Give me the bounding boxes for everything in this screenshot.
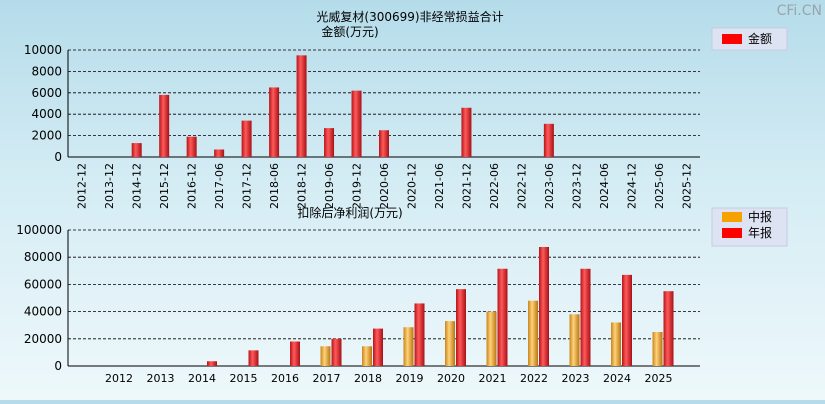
- chart1-bar: [296, 55, 307, 157]
- chart2-bar-interim: [611, 322, 621, 366]
- chart2-bar-annual: [331, 338, 342, 366]
- chart1-x-tick-label: 2022-06: [488, 163, 501, 209]
- chart1-y-tick-label: 10000: [24, 43, 62, 57]
- chart2-x-tick-label: 2013: [147, 372, 175, 385]
- chart2-y-tick-label: 80000: [24, 250, 62, 264]
- chart1-x-tick-label: 2023-06: [543, 163, 556, 209]
- chart1-bar: [131, 143, 142, 157]
- chart2-bar-interim: [403, 327, 414, 366]
- chart2-legend-label-interim: 中报: [748, 209, 772, 224]
- chart1-y-tick-label: 8000: [31, 64, 62, 78]
- chart2-bar-annual: [290, 341, 300, 366]
- chart2-x-tick-label: 2016: [271, 372, 299, 385]
- chart1-bar: [269, 87, 280, 157]
- chart1-plot: 0 2000 4000 6000 8000 10000 2012-12 2013-12 2014…: [24, 43, 700, 209]
- chart1-bar: [379, 130, 389, 157]
- chart1-x-tick-label: 2025-12: [680, 163, 693, 209]
- chart2-bar-annual: [373, 328, 383, 366]
- chart1-bar: [351, 90, 362, 157]
- chart1-x-tick-label: 2020-12: [405, 163, 418, 209]
- chart2-y-tick-label: 40000: [24, 305, 62, 319]
- chart1-x-tick-label: 2013-12: [103, 163, 116, 209]
- chart1-bar: [241, 120, 252, 157]
- chart2-x-tick-label: 2021: [479, 372, 507, 385]
- chart2-x-tick-label: 2024: [603, 372, 631, 385]
- chart1-x-tick-label: 2017-06: [213, 163, 226, 209]
- chart2-bar-annual: [580, 268, 591, 366]
- chart2-x-tick-label: 2014: [188, 372, 216, 385]
- chart2-x-tick-label: 2025: [645, 372, 673, 385]
- chart1-y-tick-label: 6000: [31, 86, 62, 100]
- chart2-x-tick-label: 2012: [105, 372, 133, 385]
- chart2-bar-interim: [652, 332, 663, 366]
- chart2-y-tick-label: 20000: [24, 332, 62, 346]
- chart2-bar-annual: [497, 268, 508, 366]
- chart2-bar-interim: [445, 321, 455, 366]
- chart1-x-tick-label: 2016-12: [186, 163, 199, 209]
- chart2-bar-annual: [456, 289, 466, 366]
- chart2-x-tick-label: 2022: [520, 372, 548, 385]
- chart1-y-tick-label: 4000: [31, 107, 62, 121]
- chart2-y-tick-label: 60000: [24, 277, 62, 291]
- chart2-x-tick-label: 2017: [313, 372, 341, 385]
- chart1-x-tick-label: 2021-12: [460, 163, 473, 209]
- chart2-bar-interim: [528, 300, 538, 366]
- chart1-bar: [186, 136, 197, 157]
- chart1-y-tick-label: 0: [54, 150, 62, 164]
- chart1-x-tick-label: 2018-06: [268, 163, 281, 209]
- chart2-y-tick-label: 100000: [16, 223, 62, 237]
- chart1-bar: [543, 123, 554, 157]
- chart1-x-tick-label: 2019-06: [323, 163, 336, 209]
- chart1-bar: [461, 107, 472, 157]
- chart1-title: 光威复材(300699)非经常损益合计: [316, 9, 503, 24]
- chart1-x-tick-label: 2014-12: [131, 163, 144, 209]
- chart1-x-tick-label: 2025-06: [653, 163, 666, 209]
- chart2-bar-interim: [486, 311, 497, 366]
- chart1-bar: [214, 149, 225, 157]
- chart1-x-tick-label: 2022-12: [515, 163, 528, 209]
- chart1-legend-swatch-amount: [722, 34, 742, 44]
- chart1-x-tick-label: 2018-12: [296, 163, 309, 209]
- chart1-x-tick-label: 2012-12: [76, 163, 89, 209]
- chart2-bar-annual: [248, 350, 259, 366]
- chart2-plot: 0 20000 40000 60000 80000 100000 2012 2013 2014 2…: [16, 223, 700, 385]
- chart1-bar: [159, 94, 170, 157]
- chart2-legend: 中报 年报: [711, 207, 788, 247]
- chart1-x-tick-label: 2024-12: [625, 163, 638, 209]
- chart2-x-tick-label: 2015: [230, 372, 258, 385]
- chart2-x-tick-label: 2019: [396, 372, 424, 385]
- chart2-bar-interim: [362, 346, 372, 366]
- chart1-legend-box: [711, 27, 788, 51]
- chart1-x-tick-label: 2020-06: [378, 163, 391, 209]
- chart1-x-tick-label: 2017-12: [241, 163, 254, 209]
- chart1-x-tick-label: 2019-12: [351, 163, 364, 209]
- chart2-bar-annual: [207, 361, 217, 366]
- chart2-legend-swatch-interim: [722, 212, 742, 222]
- chart2-bar-annual: [622, 274, 632, 366]
- chart2-title: 扣除后净利润(万元): [297, 205, 402, 220]
- chart2-x-tick-label: 2023: [562, 372, 590, 385]
- chart2-legend-label-annual: 年报: [748, 225, 772, 240]
- chart2-bar-annual: [663, 291, 674, 366]
- watermark: CFi.CN: [777, 3, 822, 19]
- chart1-subtitle: 金额(万元): [321, 24, 378, 39]
- chart2-bar-interim: [320, 346, 331, 366]
- chart1-x-tick-label: 2021-06: [433, 163, 446, 209]
- chart2-x-tick-label: 2018: [354, 372, 382, 385]
- chart2-bar-annual: [414, 303, 425, 366]
- chart1-x-tick-label: 2023-12: [570, 163, 583, 209]
- chart1-legend-label-amount: 金额: [748, 31, 772, 46]
- chart2-x-tick-label: 2020: [437, 372, 465, 385]
- chart1-x-tick-label: 2024-06: [598, 163, 611, 209]
- chart1-x-tick-label: 2015-12: [158, 163, 171, 209]
- chart2-legend-swatch-annual: [722, 228, 742, 238]
- chart1-legend: 金额: [711, 27, 788, 51]
- chart2-bar-annual: [539, 247, 549, 366]
- chart1-bar: [324, 128, 335, 157]
- chart2-y-tick-label: 0: [54, 359, 62, 373]
- chart2-bar-interim: [569, 314, 580, 366]
- chart1-y-tick-label: 2000: [31, 129, 62, 143]
